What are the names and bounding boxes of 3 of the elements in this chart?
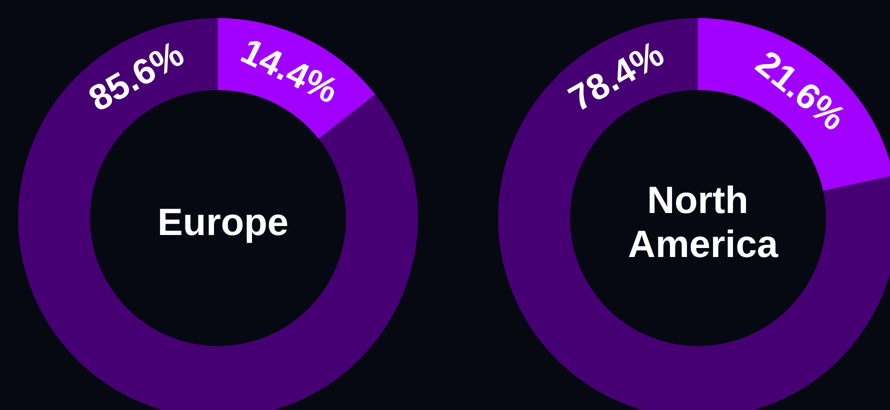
text: North America: [628, 180, 779, 266]
text: Europe: [158, 202, 288, 244]
data-label: 14.4%: [234, 30, 345, 112]
